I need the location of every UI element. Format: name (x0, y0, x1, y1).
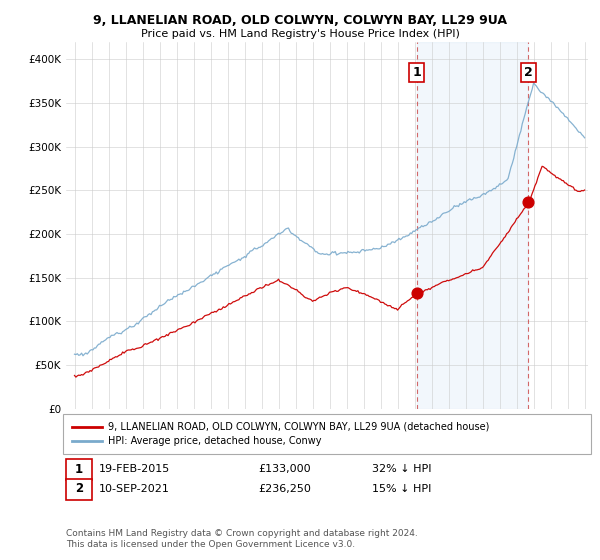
Text: 10-SEP-2021: 10-SEP-2021 (98, 484, 169, 494)
Text: 19-FEB-2015: 19-FEB-2015 (98, 464, 170, 474)
Text: 2: 2 (75, 482, 83, 496)
Point (412, 288, 421, 297)
Text: £133,000: £133,000 (258, 464, 311, 474)
Text: 32% ↓ HPI: 32% ↓ HPI (372, 464, 431, 474)
Text: 2: 2 (524, 66, 533, 79)
Bar (416, 42, 529, 409)
Text: 15% ↓ HPI: 15% ↓ HPI (372, 484, 431, 494)
Text: Price paid vs. HM Land Registry's House Price Index (HPI): Price paid vs. HM Land Registry's House … (140, 29, 460, 39)
Text: 1: 1 (75, 463, 83, 476)
Text: 1: 1 (412, 66, 421, 79)
Text: HPI: Average price, detached house, Conwy: HPI: Average price, detached house, Conw… (108, 436, 322, 446)
Text: Contains HM Land Registry data © Crown copyright and database right 2024.
This d: Contains HM Land Registry data © Crown c… (66, 529, 418, 549)
Point (524, 198, 533, 207)
Text: 9, LLANELIAN ROAD, OLD COLWYN, COLWYN BAY, LL29 9UA (detached house): 9, LLANELIAN ROAD, OLD COLWYN, COLWYN BA… (108, 422, 490, 432)
Text: 9, LLANELIAN ROAD, OLD COLWYN, COLWYN BAY, LL29 9UA: 9, LLANELIAN ROAD, OLD COLWYN, COLWYN BA… (93, 14, 507, 27)
Text: £236,250: £236,250 (258, 484, 311, 494)
